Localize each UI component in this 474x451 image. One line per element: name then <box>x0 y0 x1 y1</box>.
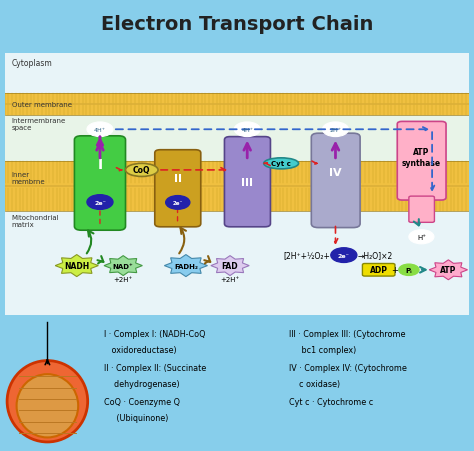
Text: +2H⁺: +2H⁺ <box>114 276 133 283</box>
Text: Intermembrane
space: Intermembrane space <box>12 118 66 131</box>
Circle shape <box>234 123 260 137</box>
Polygon shape <box>104 256 142 276</box>
Polygon shape <box>164 255 208 277</box>
Text: +2H⁺: +2H⁺ <box>220 276 240 283</box>
FancyBboxPatch shape <box>225 137 271 227</box>
FancyBboxPatch shape <box>363 264 395 276</box>
Text: II · Complex II: (Succinate: II · Complex II: (Succinate <box>104 363 207 372</box>
Text: FADH₂: FADH₂ <box>174 263 198 269</box>
Text: I: I <box>97 158 102 171</box>
Circle shape <box>87 123 113 137</box>
Polygon shape <box>55 255 98 277</box>
Text: 4H⁺: 4H⁺ <box>241 128 253 133</box>
Text: (Ubiquinone): (Ubiquinone) <box>104 413 169 422</box>
FancyBboxPatch shape <box>311 134 360 228</box>
Text: 4H⁺: 4H⁺ <box>94 128 106 133</box>
Bar <box>5 161 469 211</box>
Polygon shape <box>429 260 467 280</box>
Text: CoQ · Coenzyme Q: CoQ · Coenzyme Q <box>104 397 180 406</box>
Text: CoQ: CoQ <box>133 166 151 175</box>
Text: ATP
synthase: ATP synthase <box>402 148 441 167</box>
Text: dehydrogenase): dehydrogenase) <box>104 379 180 388</box>
Text: Inner
membrne: Inner membrne <box>12 172 46 185</box>
Text: 2e⁻: 2e⁻ <box>94 200 106 205</box>
Text: III: III <box>241 177 254 187</box>
Text: NAD⁺: NAD⁺ <box>113 263 134 269</box>
Text: Cyt c: Cyt c <box>271 161 291 167</box>
Text: Outer membrane: Outer membrane <box>12 102 72 108</box>
Circle shape <box>399 264 419 276</box>
Text: IV: IV <box>329 167 342 177</box>
Bar <box>5 115 469 161</box>
Circle shape <box>409 230 434 244</box>
FancyBboxPatch shape <box>397 122 446 201</box>
FancyBboxPatch shape <box>409 197 434 223</box>
Bar <box>5 93 469 115</box>
Text: oxidoreductase): oxidoreductase) <box>104 345 177 354</box>
Bar <box>5 211 469 316</box>
Text: +: + <box>392 266 398 275</box>
Text: →H₂O]×2: →H₂O]×2 <box>358 251 393 260</box>
Circle shape <box>87 195 113 210</box>
Text: I · Complex I: (NADH-CoQ: I · Complex I: (NADH-CoQ <box>104 329 206 338</box>
Text: Electron Transport Chain: Electron Transport Chain <box>101 15 373 34</box>
Text: III · Complex III: (Cytochrome: III · Complex III: (Cytochrome <box>289 329 406 338</box>
Text: Cyt c · Cytochrome c: Cyt c · Cytochrome c <box>289 397 374 406</box>
Bar <box>5 54 469 93</box>
FancyBboxPatch shape <box>74 137 126 231</box>
Circle shape <box>166 196 190 210</box>
Text: c oxidase): c oxidase) <box>289 379 340 388</box>
Text: NADH: NADH <box>64 262 90 271</box>
Text: Cytoplasm: Cytoplasm <box>12 60 53 69</box>
Ellipse shape <box>7 361 88 442</box>
Polygon shape <box>211 256 249 276</box>
Text: II: II <box>174 173 182 183</box>
Text: ATP: ATP <box>440 266 456 275</box>
Text: bc1 complex): bc1 complex) <box>289 345 356 354</box>
Text: 2e⁻: 2e⁻ <box>338 253 350 258</box>
Text: Mitochondrial
matrix: Mitochondrial matrix <box>12 215 59 228</box>
Text: FAD: FAD <box>222 262 238 271</box>
Ellipse shape <box>17 374 78 437</box>
Text: 2H⁺: 2H⁺ <box>329 128 341 133</box>
Text: IV · Complex IV: (Cytochrome: IV · Complex IV: (Cytochrome <box>289 363 407 372</box>
Ellipse shape <box>126 164 158 177</box>
Ellipse shape <box>264 158 299 170</box>
Text: ADP: ADP <box>370 266 388 275</box>
FancyBboxPatch shape <box>155 150 201 227</box>
Text: H⁺: H⁺ <box>417 234 426 240</box>
Circle shape <box>322 123 348 137</box>
Text: Pᵢ: Pᵢ <box>405 267 412 273</box>
Text: 2e⁻: 2e⁻ <box>173 200 183 206</box>
Text: [2H⁺+½O₂+: [2H⁺+½O₂+ <box>283 251 330 260</box>
Circle shape <box>331 248 357 263</box>
